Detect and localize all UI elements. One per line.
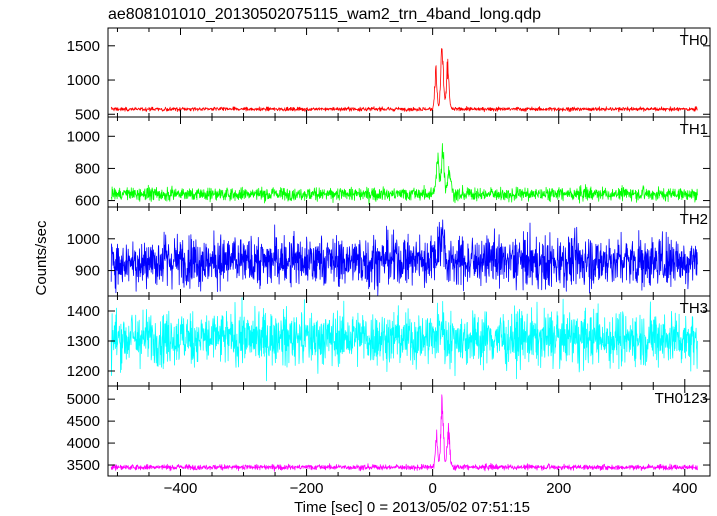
y-tick-label: 900 — [75, 263, 100, 280]
x-tick-label: 400 — [672, 480, 697, 497]
series-th0 — [110, 48, 698, 113]
y-tick-label: 600 — [75, 193, 100, 210]
x-axis-label: Time [sec] 0 = 2013/05/02 07:51:15 — [294, 499, 530, 516]
panel-th0: 500 1000 1500 TH0 — [67, 27, 711, 123]
panel-label: TH1 — [680, 121, 708, 138]
panel-frame — [107, 385, 711, 477]
panel-label: TH0123 — [655, 390, 708, 407]
y-tick-label: 5000 — [67, 391, 100, 408]
series-th0123 — [110, 394, 698, 472]
x-tick-label: −200 — [290, 480, 324, 497]
series-th2 — [110, 219, 698, 296]
y-tick-label: 1000 — [67, 72, 100, 89]
x-tick-label: −400 — [164, 480, 198, 497]
y-tick-label: 1000 — [67, 231, 100, 248]
y-tick-label: 800 — [75, 160, 100, 177]
y-tick-label: 1400 — [67, 303, 100, 320]
panel-th0123: 3500 4000 4500 5000 TH0123 — [67, 385, 711, 477]
panel-label: TH3 — [680, 300, 708, 317]
y-tick-label: 1000 — [67, 128, 100, 145]
panel-label: TH0 — [680, 32, 708, 49]
y-axis-label: Counts/sec — [33, 220, 50, 296]
chart-title: ae808101010_20130502075115_wam2_trn_4ban… — [108, 6, 541, 23]
series-th1 — [110, 143, 698, 205]
y-tick-label: 3500 — [67, 457, 100, 474]
panel-label: TH2 — [680, 211, 708, 228]
y-tick-label: 4500 — [67, 413, 100, 430]
x-tick-label: 0 — [428, 480, 436, 497]
y-tick-label: 4000 — [67, 435, 100, 452]
panel-frame — [107, 27, 711, 118]
y-tick-label: 1500 — [67, 38, 100, 55]
panel-th1: 600 800 1000 TH1 — [67, 116, 711, 210]
y-tick-label: 1300 — [67, 333, 100, 350]
panel-th2: 900 1000 TH2 — [67, 206, 711, 297]
y-tick-label: 1200 — [67, 363, 100, 380]
y-tick-label: 500 — [75, 106, 100, 123]
series-th3 — [110, 297, 698, 382]
panel-th3: 1200 1300 1400 TH3 — [67, 295, 711, 387]
panels: 500 1000 1500 TH0 600 800 1000 TH1 900 1000 TH2 120… — [67, 27, 711, 497]
x-tick-label: 200 — [546, 480, 571, 497]
